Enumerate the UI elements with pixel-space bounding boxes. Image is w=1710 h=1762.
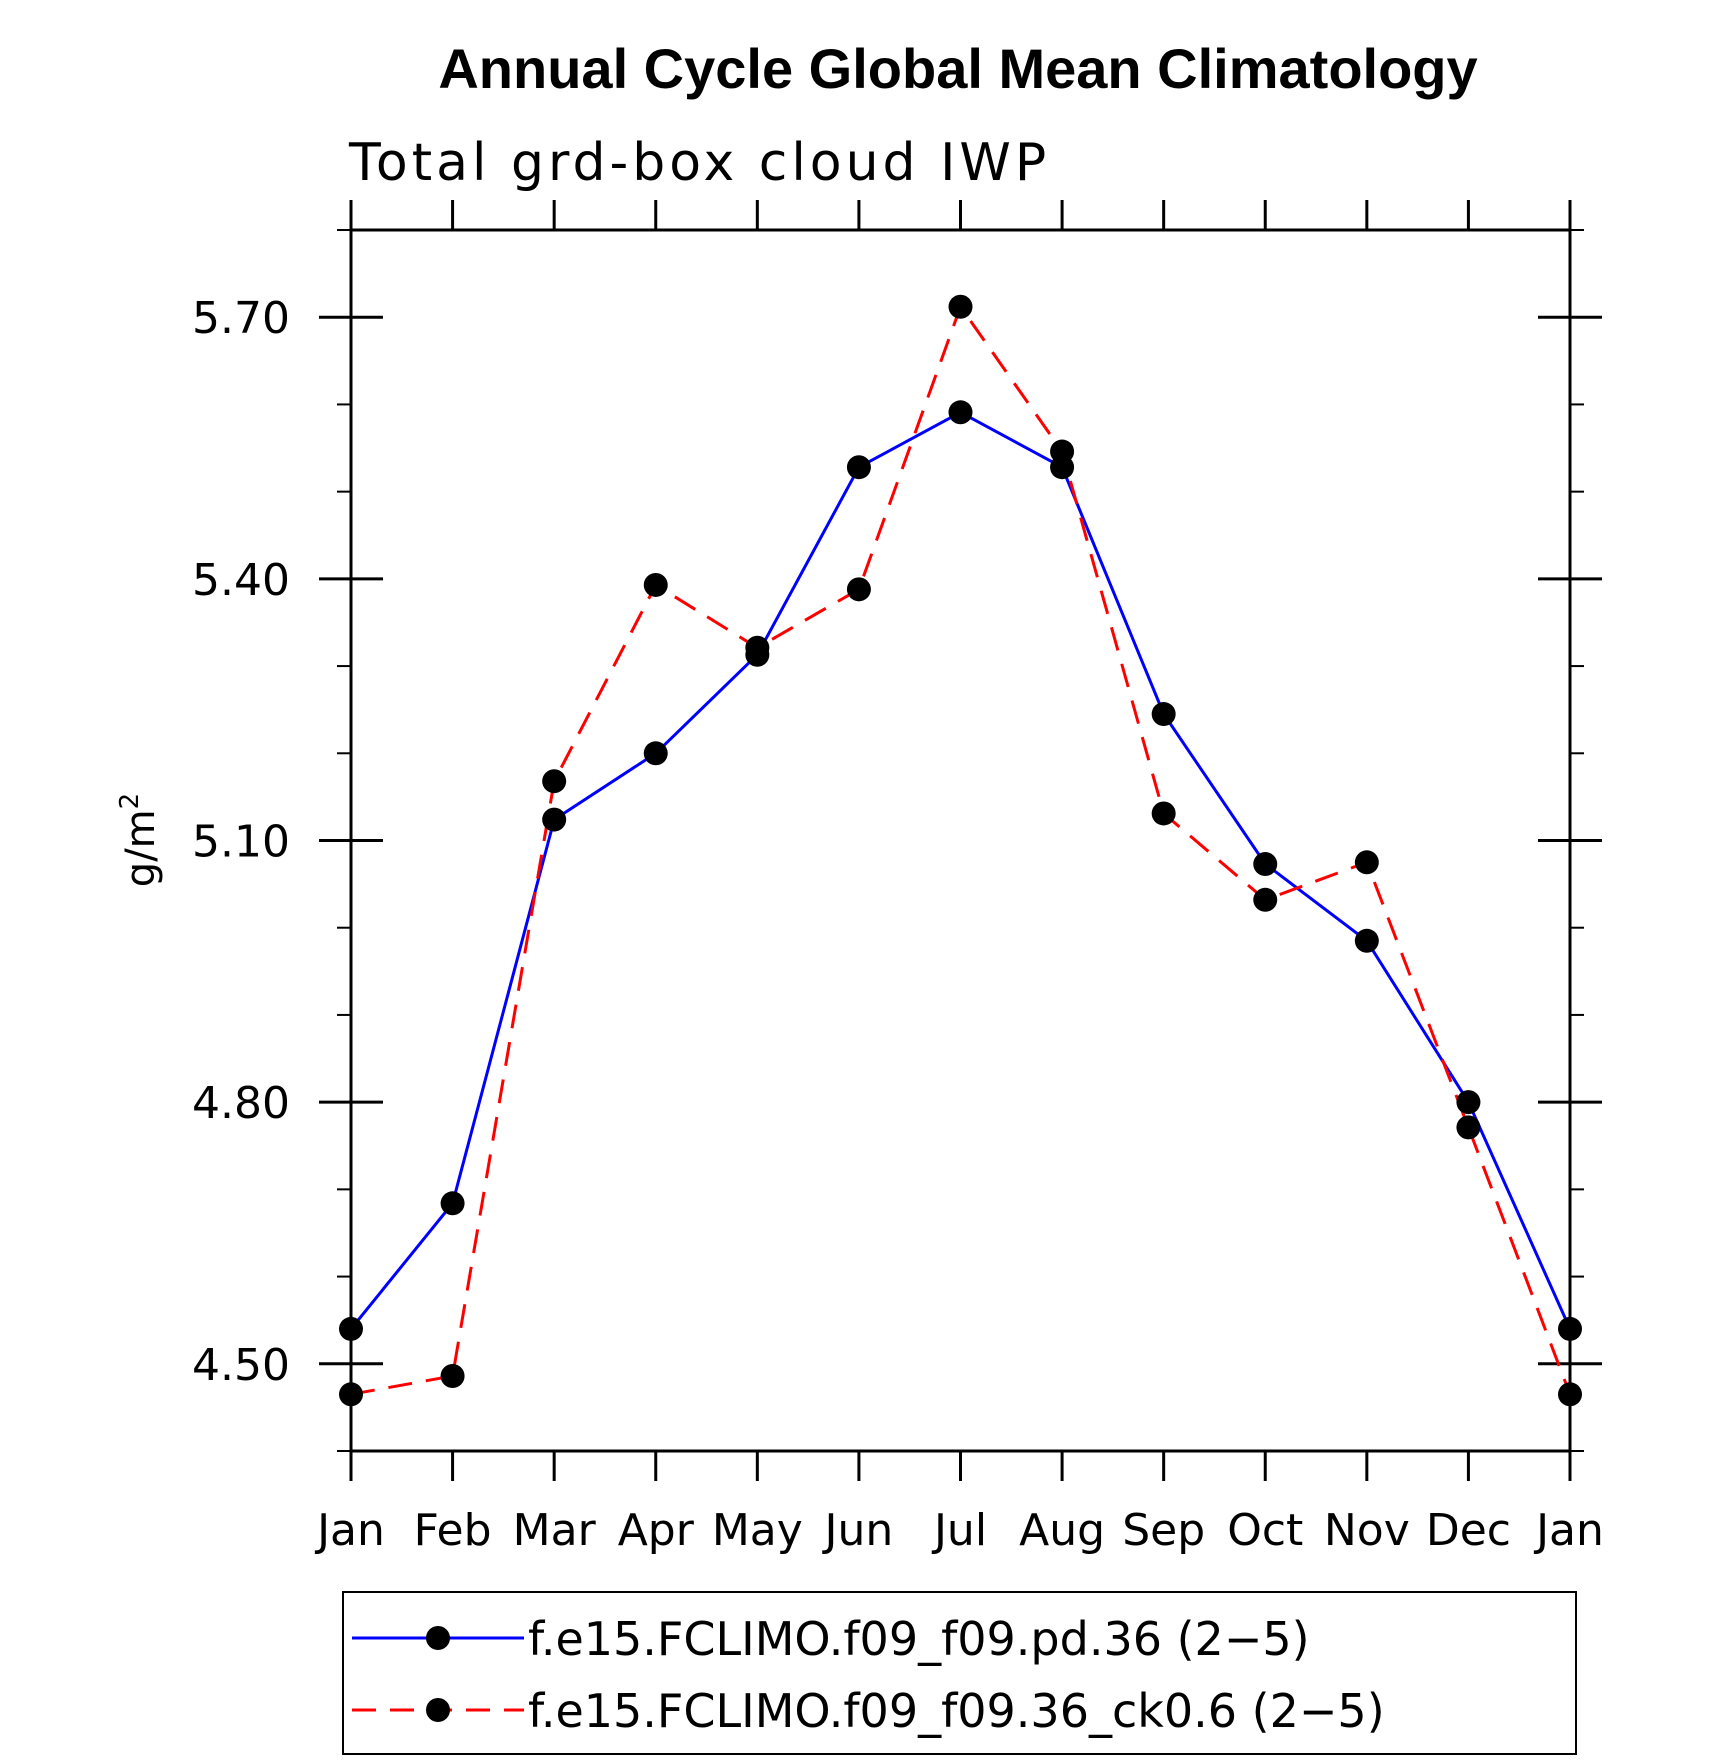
series-1-point bbox=[1456, 1090, 1481, 1115]
series-layer bbox=[339, 294, 1582, 1407]
y-axis-label-exponent: 2 bbox=[115, 793, 145, 810]
x-tick-label: Mar bbox=[513, 1505, 597, 1556]
axes: Jan Feb Mar Apr May Jun Jul Aug Sep Oct Nov Dec Jan 4… bbox=[192, 200, 1604, 1556]
chart-title: Annual Cycle Global Mean Climatology bbox=[438, 37, 1477, 100]
chart-subtitle: Total grd-box cloud IWP bbox=[348, 133, 1050, 193]
x-tick-label: Oct bbox=[1227, 1505, 1303, 1556]
series-2-point bbox=[948, 294, 973, 319]
series-1-point bbox=[1558, 1316, 1582, 1341]
legend-marker-1 bbox=[426, 1626, 450, 1650]
series-1-point bbox=[846, 455, 871, 480]
x-tick-label: Jan bbox=[314, 1505, 385, 1556]
x-tick-label: Sep bbox=[1122, 1505, 1205, 1556]
x-tick-label: Aug bbox=[1019, 1505, 1105, 1556]
series-2-point bbox=[1558, 1382, 1582, 1407]
y-axis-label: g/m2 bbox=[115, 793, 164, 887]
series-2-point bbox=[339, 1382, 363, 1407]
y-tick-label: 5.10 bbox=[192, 817, 290, 868]
series-1-point bbox=[440, 1191, 465, 1216]
y-tick-label: 4.80 bbox=[192, 1078, 290, 1129]
series-2-point bbox=[542, 769, 567, 794]
series-1-point bbox=[339, 1316, 363, 1341]
series-2-point bbox=[440, 1363, 465, 1388]
series-1-point bbox=[948, 400, 973, 425]
y-tick-label: 5.40 bbox=[192, 555, 290, 606]
y-tick-label: 4.50 bbox=[192, 1340, 290, 1391]
series-line-1 bbox=[349, 410, 1572, 1330]
series-1-point bbox=[1151, 702, 1176, 727]
legend-label-1: f.e15.FCLIMO.f09_f09.pd.36 (2−5) bbox=[528, 1612, 1310, 1666]
x-tick-label: Feb bbox=[414, 1505, 492, 1556]
legend-marker-2 bbox=[426, 1698, 450, 1722]
series-2-point bbox=[745, 635, 770, 660]
series-1-point bbox=[1253, 852, 1278, 877]
x-tick-label: Jan bbox=[1533, 1505, 1604, 1556]
series-2-point bbox=[1456, 1115, 1481, 1140]
series-2-point bbox=[1253, 887, 1278, 912]
x-tick-label: Dec bbox=[1426, 1505, 1511, 1556]
x-tick-label: Nov bbox=[1324, 1505, 1410, 1556]
legend: f.e15.FCLIMO.f09_f09.pd.36 (2−5) f.e15.FC… bbox=[342, 1591, 1577, 1755]
x-tick-label: May bbox=[712, 1505, 803, 1556]
series-2-point bbox=[1050, 439, 1075, 464]
y-tick-label: 5.70 bbox=[192, 293, 290, 344]
series-2-point bbox=[1354, 850, 1379, 875]
x-tick-label: Apr bbox=[618, 1505, 695, 1556]
legend-label-2: f.e15.FCLIMO.f09_f09.36_ck0.6 (2−5) bbox=[528, 1684, 1385, 1738]
series-line-2 bbox=[350, 305, 1572, 1396]
series-2-point bbox=[643, 572, 668, 597]
series-1-point bbox=[542, 807, 567, 832]
x-tick-label: Jun bbox=[822, 1505, 894, 1556]
series-2-point bbox=[846, 577, 871, 602]
legend-box bbox=[342, 1591, 1577, 1755]
series-1-point bbox=[643, 741, 668, 766]
series-2-point bbox=[1151, 801, 1176, 826]
x-tick-label: Jul bbox=[931, 1505, 987, 1556]
series-1-point bbox=[1354, 928, 1379, 953]
y-axis-label-unit: g/m bbox=[118, 809, 164, 887]
